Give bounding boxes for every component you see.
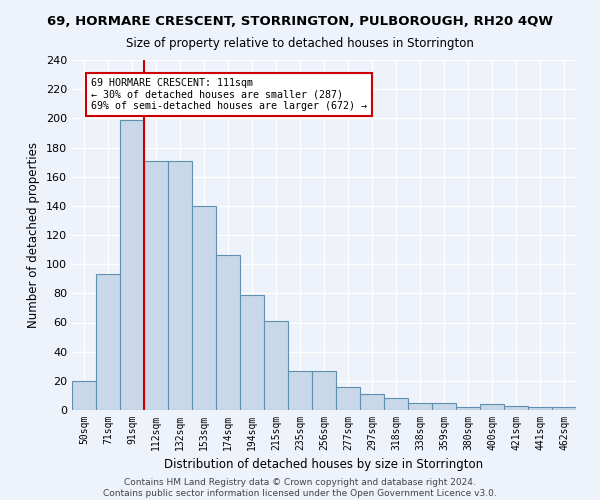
Bar <box>504 406 528 410</box>
Bar <box>408 402 432 410</box>
Bar <box>120 120 144 410</box>
Bar <box>456 407 480 410</box>
Bar <box>528 407 552 410</box>
Bar <box>384 398 408 410</box>
Bar <box>360 394 384 410</box>
Bar <box>240 295 264 410</box>
Bar <box>552 407 576 410</box>
Bar <box>336 386 360 410</box>
X-axis label: Distribution of detached houses by size in Storrington: Distribution of detached houses by size … <box>164 458 484 471</box>
Bar <box>192 206 216 410</box>
Bar <box>216 256 240 410</box>
Text: Size of property relative to detached houses in Storrington: Size of property relative to detached ho… <box>126 38 474 51</box>
Bar <box>72 381 96 410</box>
Text: 69 HORMARE CRESCENT: 111sqm
← 30% of detached houses are smaller (287)
69% of se: 69 HORMARE CRESCENT: 111sqm ← 30% of det… <box>91 78 367 110</box>
Y-axis label: Number of detached properties: Number of detached properties <box>28 142 40 328</box>
Bar <box>288 370 312 410</box>
Bar <box>480 404 504 410</box>
Bar <box>168 160 192 410</box>
Bar <box>144 160 168 410</box>
Text: 69, HORMARE CRESCENT, STORRINGTON, PULBOROUGH, RH20 4QW: 69, HORMARE CRESCENT, STORRINGTON, PULBO… <box>47 15 553 28</box>
Text: Contains HM Land Registry data © Crown copyright and database right 2024.
Contai: Contains HM Land Registry data © Crown c… <box>103 478 497 498</box>
Bar <box>96 274 120 410</box>
Bar <box>264 321 288 410</box>
Bar <box>432 402 456 410</box>
Bar <box>312 370 336 410</box>
